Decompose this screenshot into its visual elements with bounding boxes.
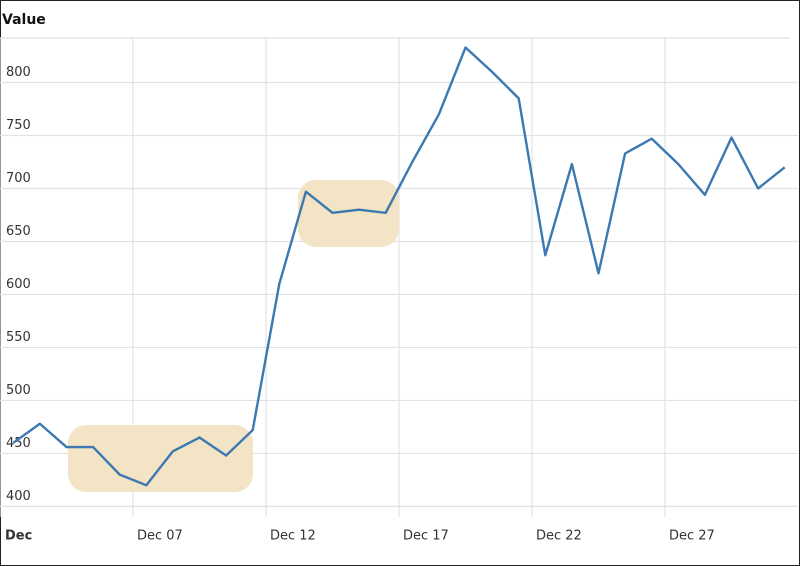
- y-tick-label: 750: [6, 118, 31, 133]
- y-tick-label: 550: [6, 330, 31, 345]
- y-tick-label: 650: [6, 224, 31, 239]
- data-line: [12, 46, 786, 487]
- y-tick-label: 600: [6, 277, 31, 292]
- y-tick-label: 800: [6, 65, 31, 80]
- x-tick-label: Dec: [5, 529, 32, 544]
- x-tick-label: Dec 12: [270, 529, 316, 544]
- x-tick-label: Dec 22: [536, 529, 582, 544]
- highlight: [68, 425, 253, 492]
- y-tick-label: 500: [6, 383, 31, 398]
- axis-title: Value: [2, 12, 46, 28]
- y-tick-label: 400: [6, 489, 31, 504]
- x-tick-label: Dec 17: [403, 529, 449, 544]
- x-tick-label: Dec 27: [669, 529, 715, 544]
- x-tick-label: Dec 07: [137, 529, 183, 544]
- y-tick-label: 700: [6, 171, 31, 186]
- highlight: [298, 180, 399, 247]
- y-tick-label: 450: [6, 436, 31, 451]
